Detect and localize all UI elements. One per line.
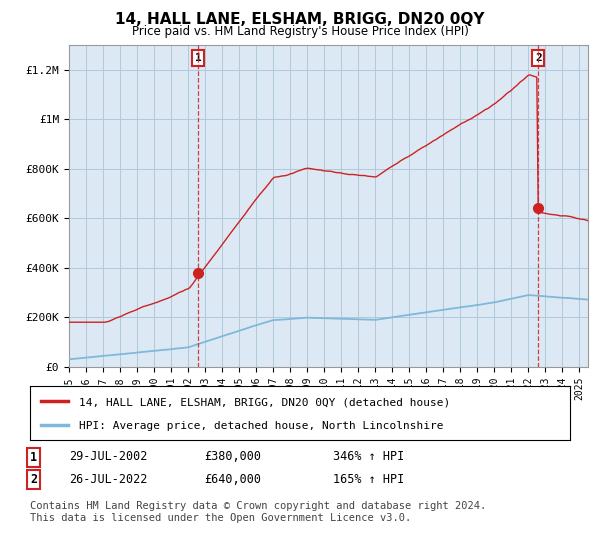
Text: 14, HALL LANE, ELSHAM, BRIGG, DN20 0QY: 14, HALL LANE, ELSHAM, BRIGG, DN20 0QY (115, 12, 485, 27)
Text: Contains HM Land Registry data © Crown copyright and database right 2024.
This d: Contains HM Land Registry data © Crown c… (30, 501, 486, 523)
Text: 26-JUL-2022: 26-JUL-2022 (69, 473, 148, 486)
Text: 2: 2 (535, 53, 542, 63)
Text: 346% ↑ HPI: 346% ↑ HPI (333, 450, 404, 463)
Text: 165% ↑ HPI: 165% ↑ HPI (333, 473, 404, 486)
Text: 29-JUL-2002: 29-JUL-2002 (69, 450, 148, 463)
Text: 1: 1 (194, 53, 202, 63)
Text: 1: 1 (30, 451, 37, 464)
Text: Price paid vs. HM Land Registry's House Price Index (HPI): Price paid vs. HM Land Registry's House … (131, 25, 469, 38)
Text: 14, HALL LANE, ELSHAM, BRIGG, DN20 0QY (detached house): 14, HALL LANE, ELSHAM, BRIGG, DN20 0QY (… (79, 398, 450, 407)
Text: 2: 2 (30, 473, 37, 486)
Text: HPI: Average price, detached house, North Lincolnshire: HPI: Average price, detached house, Nort… (79, 421, 443, 431)
Text: £640,000: £640,000 (204, 473, 261, 486)
Text: £380,000: £380,000 (204, 450, 261, 463)
